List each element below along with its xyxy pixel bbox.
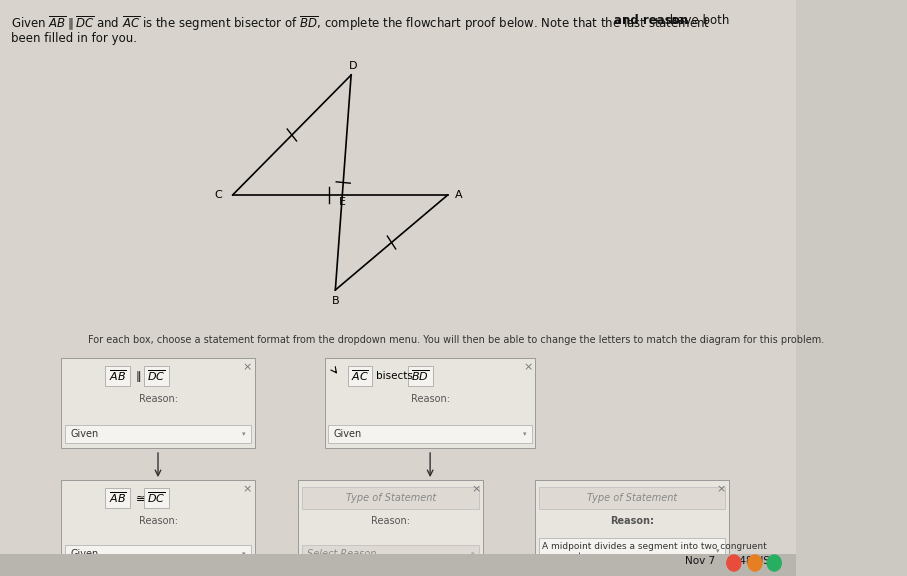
Text: Given: Given (334, 429, 362, 439)
Text: ▾: ▾ (471, 551, 474, 557)
Text: Reason:: Reason: (139, 394, 178, 404)
Text: Reason:: Reason: (139, 516, 178, 526)
Text: $\parallel$: $\parallel$ (133, 369, 141, 384)
Text: $\overline{AB}$: $\overline{AB}$ (109, 491, 127, 505)
Text: D: D (348, 61, 357, 71)
Text: ×: × (523, 362, 533, 372)
Text: For each box, choose a statement format from the dropdown menu. You will then be: For each box, choose a statement format … (88, 335, 824, 345)
Text: Reason:: Reason: (371, 516, 410, 526)
Bar (539, 487, 725, 509)
Text: ▾: ▾ (242, 431, 246, 437)
Text: bisects: bisects (375, 371, 413, 381)
Text: $\overline{DC}$: $\overline{DC}$ (147, 491, 165, 505)
Text: and reason: and reason (614, 14, 688, 27)
Text: ×: × (717, 484, 727, 494)
Text: Reason:: Reason: (610, 516, 654, 526)
Text: Select Reason: Select Reason (307, 549, 376, 559)
Text: Reason:: Reason: (411, 394, 450, 404)
Bar (298, 480, 483, 568)
Text: ▾: ▾ (717, 548, 720, 554)
Bar (62, 358, 255, 448)
Text: Given $\overline{AB} \parallel \overline{DC}$ and $\overline{AC}$ is the segment: Given $\overline{AB} \parallel \overline… (11, 14, 710, 33)
Text: Type of Statement: Type of Statement (346, 493, 435, 503)
Text: C: C (214, 190, 222, 200)
Text: A: A (454, 190, 463, 200)
Bar (65, 425, 251, 443)
Text: have both: have both (667, 14, 729, 27)
Bar (65, 545, 251, 563)
Text: 6:48 US: 6:48 US (728, 556, 769, 566)
Circle shape (727, 555, 741, 571)
Text: ▾: ▾ (523, 431, 527, 437)
Bar (0, 554, 796, 576)
Text: been filled in for you.: been filled in for you. (11, 32, 137, 45)
Text: $\overline{BD}$: $\overline{BD}$ (412, 369, 430, 383)
Text: A midpoint divides a segment into two congruent: A midpoint divides a segment into two co… (542, 542, 767, 551)
Bar (62, 480, 255, 568)
Bar (539, 538, 725, 564)
Bar (347, 366, 372, 386)
Bar (408, 366, 433, 386)
Text: Type of Statement: Type of Statement (587, 493, 678, 503)
Text: ×: × (243, 362, 252, 372)
Text: Given: Given (70, 549, 99, 559)
Text: Nov 7: Nov 7 (685, 556, 715, 566)
Bar (328, 425, 532, 443)
Text: B: B (332, 296, 339, 306)
Bar (144, 488, 169, 508)
Text: ▾: ▾ (242, 551, 246, 557)
Text: E: E (339, 197, 346, 207)
Bar (105, 366, 130, 386)
Text: segments: segments (542, 552, 587, 561)
Bar (535, 480, 728, 568)
Bar (302, 545, 479, 563)
Circle shape (767, 555, 781, 571)
Bar (325, 358, 535, 448)
Bar (302, 487, 479, 509)
Text: Given: Given (70, 429, 99, 439)
Text: $\overline{AC}$: $\overline{AC}$ (351, 369, 369, 383)
Text: $\cong$: $\cong$ (133, 493, 146, 503)
Text: ×: × (471, 484, 481, 494)
Text: $\overline{DC}$: $\overline{DC}$ (147, 369, 165, 383)
Text: ×: × (243, 484, 252, 494)
Bar (105, 488, 130, 508)
Bar (144, 366, 169, 386)
Circle shape (748, 555, 762, 571)
Text: $\overline{AB}$: $\overline{AB}$ (109, 369, 127, 383)
